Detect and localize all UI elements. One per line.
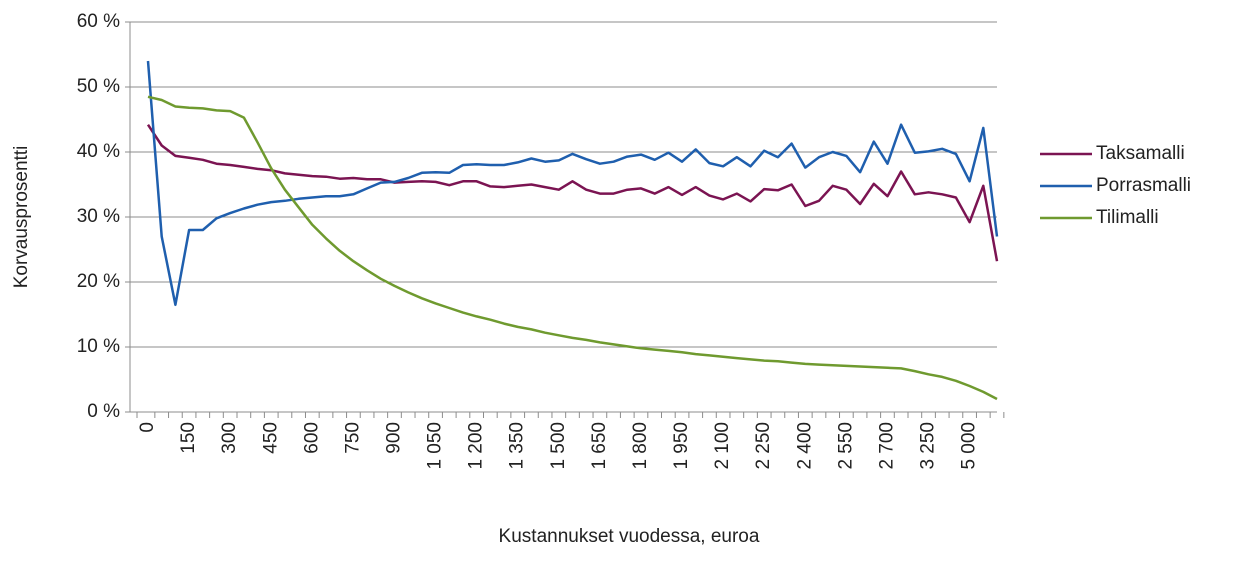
- x-tick-label: 1 650: [589, 422, 610, 470]
- legend-label: Porrasmalli: [1096, 175, 1191, 196]
- x-tick-label: 300: [219, 422, 240, 454]
- series-line: [146, 60, 999, 307]
- y-tick-label: 0 %: [87, 401, 120, 422]
- y-tick-label: 50 %: [77, 76, 120, 97]
- x-tick-label: 1 350: [507, 422, 528, 470]
- x-tick-label: 150: [178, 422, 199, 454]
- x-tick-label: 0: [137, 422, 158, 433]
- x-tick-label: 3 250: [918, 422, 939, 470]
- x-tick-label: 1 500: [548, 422, 569, 470]
- x-tick-label: 1 050: [425, 422, 446, 470]
- legend-label: Tilimalli: [1096, 207, 1159, 228]
- y-tick-label: 60 %: [77, 11, 120, 32]
- x-tick-label: 1 950: [671, 422, 692, 470]
- x-tick-label: 600: [301, 422, 322, 454]
- x-tick-label: 900: [383, 422, 404, 454]
- y-tick-label: 40 %: [77, 141, 120, 162]
- x-tick-label: 5 000: [959, 422, 980, 470]
- series-line: [146, 124, 999, 262]
- x-tick-label: 1 800: [630, 422, 651, 470]
- x-tick-label: 2 250: [753, 422, 774, 470]
- legend-label: Taksamalli: [1096, 143, 1185, 164]
- x-tick-label: 450: [260, 422, 281, 454]
- x-tick-label: 750: [342, 422, 363, 454]
- y-tick-label: 10 %: [77, 336, 120, 357]
- y-tick-label: 30 %: [77, 206, 120, 227]
- x-tick-label: 2 700: [876, 422, 897, 470]
- y-tick-label: 20 %: [77, 271, 120, 292]
- x-tick-label: 2 100: [712, 422, 733, 470]
- series-line: [147, 95, 998, 401]
- x-tick-label: 2 550: [835, 422, 856, 470]
- y-axis-title: Korvausprosentti: [11, 146, 32, 289]
- x-tick-label: 2 400: [794, 422, 815, 470]
- x-tick-label: 1 200: [466, 422, 487, 470]
- x-axis-title: Kustannukset vuodessa, euroa: [499, 526, 760, 547]
